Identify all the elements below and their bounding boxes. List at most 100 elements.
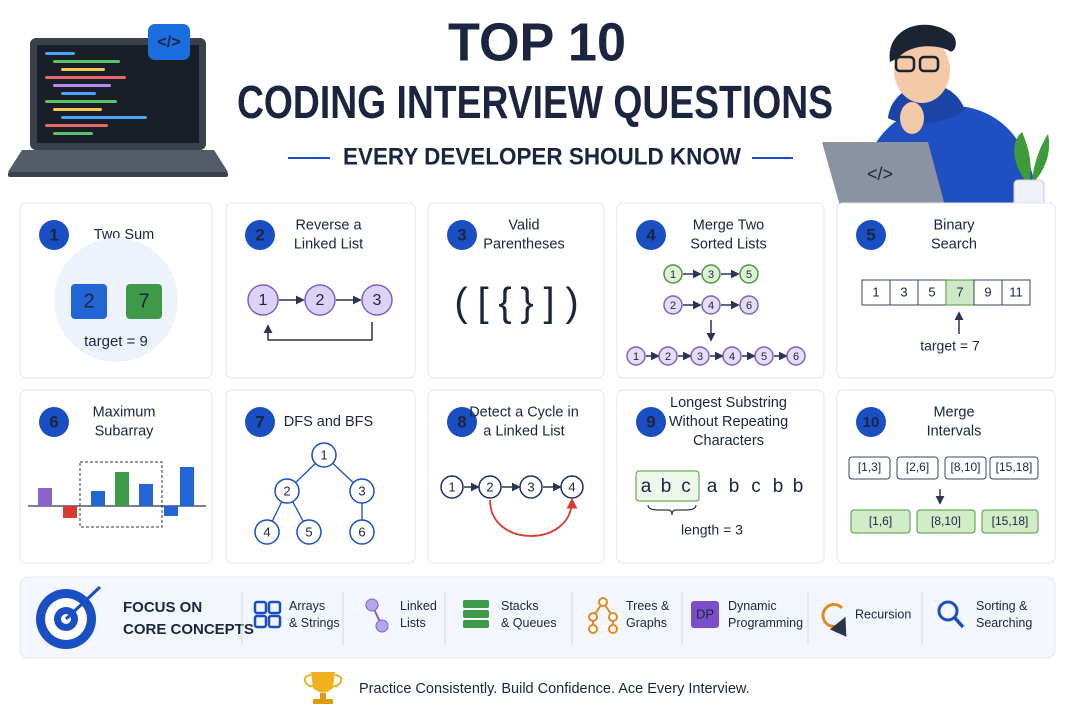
icon-recursion (821, 603, 847, 637)
code-line (45, 52, 75, 55)
bracket: ( (454, 281, 468, 325)
target-dart (64, 585, 102, 621)
bar (115, 472, 129, 506)
card-number: 4 (646, 225, 656, 244)
card (616, 389, 825, 564)
node (739, 264, 759, 284)
card (427, 202, 605, 379)
interval (848, 456, 891, 480)
card-badge (636, 220, 666, 250)
backdrop (54, 238, 178, 362)
array-value: 11 (1009, 284, 1023, 299)
char: b (793, 476, 804, 497)
card-title: Linked List (294, 236, 363, 252)
icon-stack (463, 620, 489, 628)
card-badge (856, 220, 886, 250)
card-number: 9 (646, 412, 655, 431)
plant-pot (1013, 179, 1045, 207)
card-badge (245, 407, 275, 437)
icon-grid (267, 614, 282, 629)
node (349, 478, 375, 504)
card-badge (39, 220, 69, 250)
person-hand (900, 102, 924, 134)
laptop-base-edge (8, 172, 228, 177)
plant-leaves (1014, 132, 1050, 182)
subtitle: CODING INTERVIEW QUESTIONS (237, 76, 833, 128)
person-laptop-icon: </> (867, 164, 893, 184)
merged-interval (916, 509, 976, 534)
card-title: Detect a Cycle in (469, 404, 579, 420)
char: a (707, 476, 718, 497)
card-badge (39, 407, 69, 437)
code-line (45, 124, 108, 127)
card-title: Longest Substring (670, 395, 787, 411)
card-badge (636, 407, 666, 437)
node (440, 475, 464, 499)
icon-stack (463, 610, 489, 618)
interval-label: [2,6] (906, 460, 929, 474)
node (701, 264, 721, 284)
icon-search (937, 600, 959, 622)
node-label: 3 (373, 292, 382, 309)
trophy-base (313, 699, 333, 704)
node-label: 4 (729, 351, 735, 363)
node-label: 1 (259, 292, 268, 309)
icon-node (375, 619, 389, 633)
card-number: 1 (49, 225, 58, 244)
node (247, 284, 279, 316)
card-title: Parentheses (483, 236, 564, 252)
card-title: DFS and BFS (284, 414, 373, 430)
node (311, 442, 337, 468)
node-label: 2 (665, 351, 671, 363)
card-number: 10 (863, 414, 880, 431)
interval-label: [1,3] (858, 460, 881, 474)
icon-dp-text: DP (696, 606, 714, 621)
code-line (53, 132, 93, 135)
focus-label: Programming (728, 616, 803, 630)
focus-label: Graphs (626, 616, 667, 630)
focus-title: FOCUS ON (123, 599, 202, 616)
node-label: 1 (448, 479, 455, 494)
array-value: 9 (984, 284, 991, 299)
card-title: Without Repeating (669, 414, 788, 430)
card-title: Intervals (927, 423, 982, 439)
node-label: 2 (670, 300, 676, 312)
code-line (61, 68, 105, 71)
array-cell (861, 279, 891, 306)
card-title: Merge Two (693, 217, 764, 233)
merged-interval (850, 509, 911, 534)
node (304, 284, 336, 316)
focus-title: CORE CONCEPTS (123, 621, 254, 638)
card-title: Merge (933, 404, 974, 420)
node-label: 6 (746, 300, 752, 312)
node (626, 346, 646, 366)
interval-label: [8,10] (931, 514, 961, 528)
array-value: 5 (928, 284, 935, 299)
char: c (681, 476, 691, 497)
focus-label: Dynamic (728, 599, 777, 613)
array-cell (917, 279, 947, 306)
icon-grid (267, 600, 282, 615)
code-line (61, 92, 96, 95)
card-number: 7 (255, 412, 264, 431)
node (701, 295, 721, 315)
card-title: Search (931, 236, 977, 252)
focus-label: Sorting & (976, 599, 1028, 613)
window (635, 470, 700, 502)
node-label: 5 (305, 524, 312, 539)
card (427, 389, 605, 564)
subarray-highlight (79, 461, 163, 528)
interval-label: [1,6] (869, 514, 892, 528)
node-label: 1 (320, 447, 327, 462)
return-arrow (263, 322, 373, 341)
trophy-stem (320, 693, 326, 699)
char: b (773, 476, 784, 497)
node-label: 6 (358, 524, 365, 539)
node-label: 4 (263, 524, 270, 539)
node-label: 3 (527, 479, 534, 494)
node-label: 5 (761, 351, 767, 363)
char: a (641, 476, 652, 497)
card-badge (447, 407, 477, 437)
brace (647, 504, 697, 516)
